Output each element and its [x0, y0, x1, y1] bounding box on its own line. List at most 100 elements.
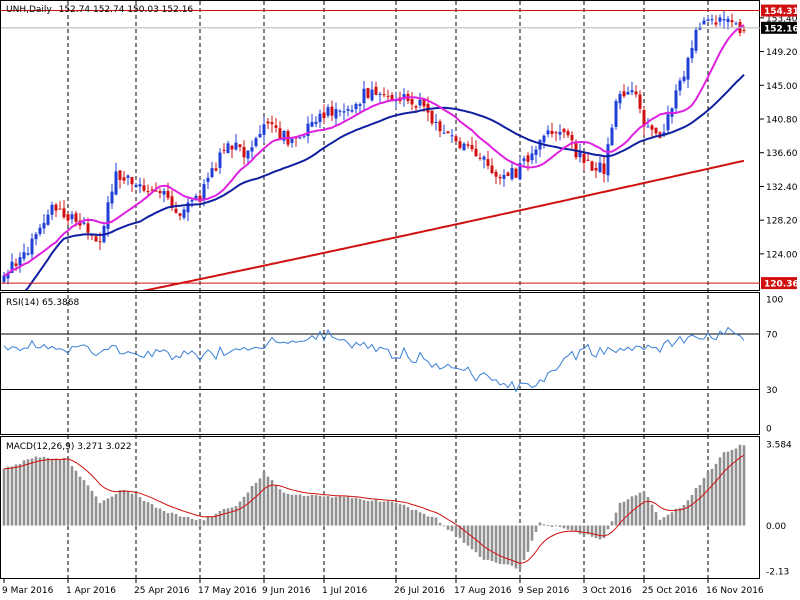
- macd-bar: [102, 500, 106, 526]
- price-pane[interactable]: [0, 0, 760, 291]
- macd-bar: [570, 525, 574, 531]
- macd-bar: [270, 480, 274, 526]
- candle-body: [582, 153, 586, 163]
- candle-body: [62, 208, 66, 218]
- candle-body: [114, 171, 118, 195]
- macd-bar: [438, 522, 442, 526]
- candle-body: [338, 110, 342, 112]
- candle-body: [526, 155, 530, 162]
- candle-body: [318, 113, 322, 123]
- candle-body: [14, 263, 18, 266]
- candle-body: [350, 110, 354, 112]
- candle-body: [618, 93, 622, 104]
- macd-bar: [522, 525, 526, 561]
- macd-pane[interactable]: [0, 436, 760, 579]
- macd-bar: [42, 456, 46, 526]
- macd-bar: [578, 525, 582, 535]
- macd-bar: [254, 482, 258, 526]
- candle-body: [10, 261, 14, 273]
- candle-body: [58, 208, 62, 210]
- candle-body: [614, 101, 618, 127]
- macd-bar: [726, 451, 730, 526]
- candle-body: [54, 204, 58, 211]
- candle-body: [234, 142, 238, 150]
- candle-body: [250, 147, 254, 152]
- last-price-tag: 152.16: [764, 24, 799, 34]
- macd-bar: [498, 525, 502, 565]
- candle-body: [490, 165, 494, 174]
- candle-body: [586, 159, 590, 161]
- candle-body: [554, 132, 558, 134]
- macd-bar: [122, 489, 126, 526]
- macd-bar: [186, 517, 190, 526]
- macd-bar: [10, 466, 14, 526]
- candle-body: [418, 99, 422, 106]
- macd-bar: [406, 507, 410, 526]
- candle-body: [18, 257, 22, 266]
- candle-body: [314, 121, 318, 124]
- candle-body: [150, 189, 154, 191]
- macd-tick-label: 3.584: [766, 441, 792, 451]
- candle-body: [550, 130, 554, 134]
- macd-bar: [306, 495, 310, 526]
- candle-body: [506, 172, 510, 176]
- candle-body: [454, 136, 458, 142]
- candle-body: [266, 121, 270, 124]
- candle-body: [278, 128, 282, 140]
- macd-series: [2, 444, 746, 570]
- macd-bar: [14, 464, 18, 526]
- candle-body: [118, 170, 122, 180]
- rsi-series: [1, 326, 760, 393]
- candle-body: [686, 57, 690, 80]
- macd-bar: [2, 468, 6, 526]
- candle-body: [70, 214, 74, 220]
- macd-bar: [362, 500, 366, 526]
- macd-bar: [162, 511, 166, 526]
- candle-body: [594, 167, 598, 171]
- candle-body: [194, 195, 198, 201]
- candle-body: [410, 99, 414, 105]
- candle-body: [606, 144, 610, 176]
- candle-body: [450, 135, 454, 137]
- candle-body: [610, 127, 614, 146]
- candle-body: [702, 20, 706, 25]
- macd-bar: [674, 508, 678, 526]
- candle-body: [694, 29, 698, 51]
- macd-bar: [446, 525, 450, 530]
- macd-bar: [542, 524, 546, 526]
- high-level-tag: 154.31: [764, 7, 799, 17]
- macd-bar: [94, 496, 98, 526]
- macd-bar: [606, 525, 610, 530]
- macd-bar: [442, 525, 446, 527]
- candle-body: [222, 149, 226, 151]
- candle-body: [570, 134, 574, 141]
- macd-bar: [466, 525, 470, 546]
- macd-bar: [666, 514, 670, 526]
- ma-mid-line: [24, 74, 745, 290]
- candle-body: [714, 22, 718, 25]
- macd-bar: [374, 499, 378, 526]
- macd-bar: [566, 525, 570, 530]
- candle-body: [30, 238, 34, 255]
- price-tick-label: 140.80: [766, 116, 798, 126]
- rsi-pane[interactable]: [0, 292, 760, 435]
- candle-body: [482, 156, 486, 160]
- candle-body: [538, 140, 542, 150]
- candle-body: [274, 125, 278, 128]
- macd-bar: [598, 525, 602, 540]
- x-gridlines: [67, 1, 709, 578]
- candle-body: [474, 148, 478, 157]
- macd-bar: [294, 494, 298, 526]
- macd-bar: [90, 490, 94, 526]
- candle-body: [238, 144, 242, 147]
- macd-bar: [494, 525, 498, 563]
- macd-bar: [510, 525, 514, 566]
- candle-body: [82, 222, 86, 224]
- macd-bar: [622, 501, 626, 526]
- macd-bar: [146, 502, 150, 526]
- price-series: [1, 10, 760, 290]
- candle-body: [590, 161, 594, 171]
- macd-bar: [462, 525, 466, 543]
- macd-bar: [190, 518, 194, 526]
